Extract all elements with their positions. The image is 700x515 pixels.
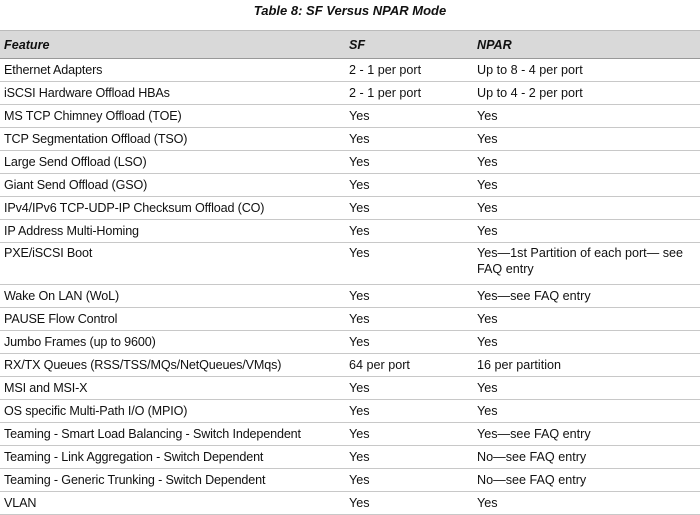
table-row: Ethernet Adapters 2 - 1 per port Up to 8 -… [0, 58, 700, 82]
table-cell: VLAN [0, 491, 345, 515]
table-cell: Jumbo Frames (up to 9600) [0, 330, 345, 354]
table-cell: Yes [345, 127, 473, 151]
table-cell: No—see FAQ entry [473, 445, 700, 469]
table-cell: 64 per port [345, 353, 473, 377]
table-cell: MS TCP Chimney Offload (TOE) [0, 104, 345, 128]
table-cell: Wake On LAN (WoL) [0, 284, 345, 308]
table-cell: Yes [473, 399, 700, 423]
table-cell: Yes [473, 173, 700, 197]
table-cell: 2 - 1 per port [345, 81, 473, 105]
table-cell: Yes [345, 219, 473, 243]
table-cell: Yes [345, 104, 473, 128]
table-cell: Yes [345, 330, 473, 354]
table-cell: Yes [345, 242, 473, 285]
table-cell: Yes [345, 150, 473, 174]
table-row: Jumbo Frames (up to 9600) Yes Yes [0, 330, 700, 354]
table-cell: 16 per partition [473, 353, 700, 377]
table-cell: Yes [345, 376, 473, 400]
comparison-table: Feature SF NPAR Ethernet Adapters 2 - 1 per… [0, 30, 700, 515]
table-cell: Yes [473, 307, 700, 331]
table-cell: PXE/iSCSI Boot [0, 242, 345, 285]
table-cell: Yes—see FAQ entry [473, 422, 700, 446]
table-cell: Yes [473, 196, 700, 220]
table-cell: MSI and MSI-X [0, 376, 345, 400]
table-cell: Yes [345, 468, 473, 492]
table-cell: Yes [345, 491, 473, 515]
table-cell: Yes [473, 127, 700, 151]
header-row: Feature SF NPAR [0, 30, 700, 59]
table-cell: TCP Segmentation Offload (TSO) [0, 127, 345, 151]
table-row: VLAN Yes Yes [0, 491, 700, 515]
table-cell: Yes—1st Partition of each port— see FAQ … [473, 242, 700, 285]
table-cell: Ethernet Adapters [0, 58, 345, 82]
table-cell: Up to 4 - 2 per port [473, 81, 700, 105]
table-cell: IPv4/IPv6 TCP-UDP-IP Checksum Offload (C… [0, 196, 345, 220]
table-cell: Up to 8 - 4 per port [473, 58, 700, 82]
table-cell: Yes [473, 330, 700, 354]
table-body: Ethernet Adapters 2 - 1 per port Up to 8 -… [0, 58, 700, 515]
table-row: Teaming - Smart Load Balancing - Switch … [0, 422, 700, 446]
table-cell: Yes [345, 284, 473, 308]
table-row: IPv4/IPv6 TCP-UDP-IP Checksum Offload (C… [0, 196, 700, 220]
table-row: RX/TX Queues (RSS/TSS/MQs/NetQueues/VMqs… [0, 353, 700, 377]
table-cell: Giant Send Offload (GSO) [0, 173, 345, 197]
table-row: Wake On LAN (WoL) Yes Yes—see FAQ entry [0, 284, 700, 308]
table-cell: Teaming - Smart Load Balancing - Switch … [0, 422, 345, 446]
table-cell: iSCSI Hardware Offload HBAs [0, 81, 345, 105]
table-cell: Yes—see FAQ entry [473, 284, 700, 308]
table-cell: Yes [473, 376, 700, 400]
table-cell: Teaming - Link Aggregation - Switch Depe… [0, 445, 345, 469]
table-cell: RX/TX Queues (RSS/TSS/MQs/NetQueues/VMqs… [0, 353, 345, 377]
table-row: iSCSI Hardware Offload HBAs 2 - 1 per por… [0, 81, 700, 105]
table-cell: Yes [345, 173, 473, 197]
table-cell: 2 - 1 per port [345, 58, 473, 82]
table-cell: Yes [473, 104, 700, 128]
table-cell: Large Send Offload (LSO) [0, 150, 345, 174]
table-title: Table 8: SF Versus NPAR Mode [253, 3, 447, 18]
table-cell: IP Address Multi-Homing [0, 219, 345, 243]
table-cell: Yes [345, 445, 473, 469]
table-cell: Teaming - Generic Trunking - Switch Depe… [0, 468, 345, 492]
header-cell: NPAR [473, 30, 700, 59]
table-row: MSI and MSI-X Yes Yes [0, 376, 700, 400]
table-row: OS specific Multi-Path I/O (MPIO) Yes Yes [0, 399, 700, 423]
table-cell: No—see FAQ entry [473, 468, 700, 492]
table-cell: Yes [473, 219, 700, 243]
table-cell: PAUSE Flow Control [0, 307, 345, 331]
table-cell: Yes [345, 196, 473, 220]
table-cell: Yes [473, 491, 700, 515]
header-cell: Feature [0, 30, 345, 59]
table-row: Teaming - Link Aggregation - Switch Depe… [0, 445, 700, 469]
table-row: Giant Send Offload (GSO) Yes Yes [0, 173, 700, 197]
table-cell: Yes [345, 399, 473, 423]
table-row: PAUSE Flow Control Yes Yes [0, 307, 700, 331]
table-cell: Yes [345, 422, 473, 446]
table-row: TCP Segmentation Offload (TSO) Yes Yes [0, 127, 700, 151]
table-row: Large Send Offload (LSO) Yes Yes [0, 150, 700, 174]
table-row: IP Address Multi-Homing Yes Yes [0, 219, 700, 243]
table-row: PXE/iSCSI Boot Yes Yes—1st Partition of ea… [0, 242, 700, 285]
header-cell: SF [345, 30, 473, 59]
table-cell: Yes [345, 307, 473, 331]
table-cell: Yes [473, 150, 700, 174]
table-cell: OS specific Multi-Path I/O (MPIO) [0, 399, 345, 423]
table-row: Teaming - Generic Trunking - Switch Depe… [0, 468, 700, 492]
table-row: MS TCP Chimney Offload (TOE) Yes Yes [0, 104, 700, 128]
